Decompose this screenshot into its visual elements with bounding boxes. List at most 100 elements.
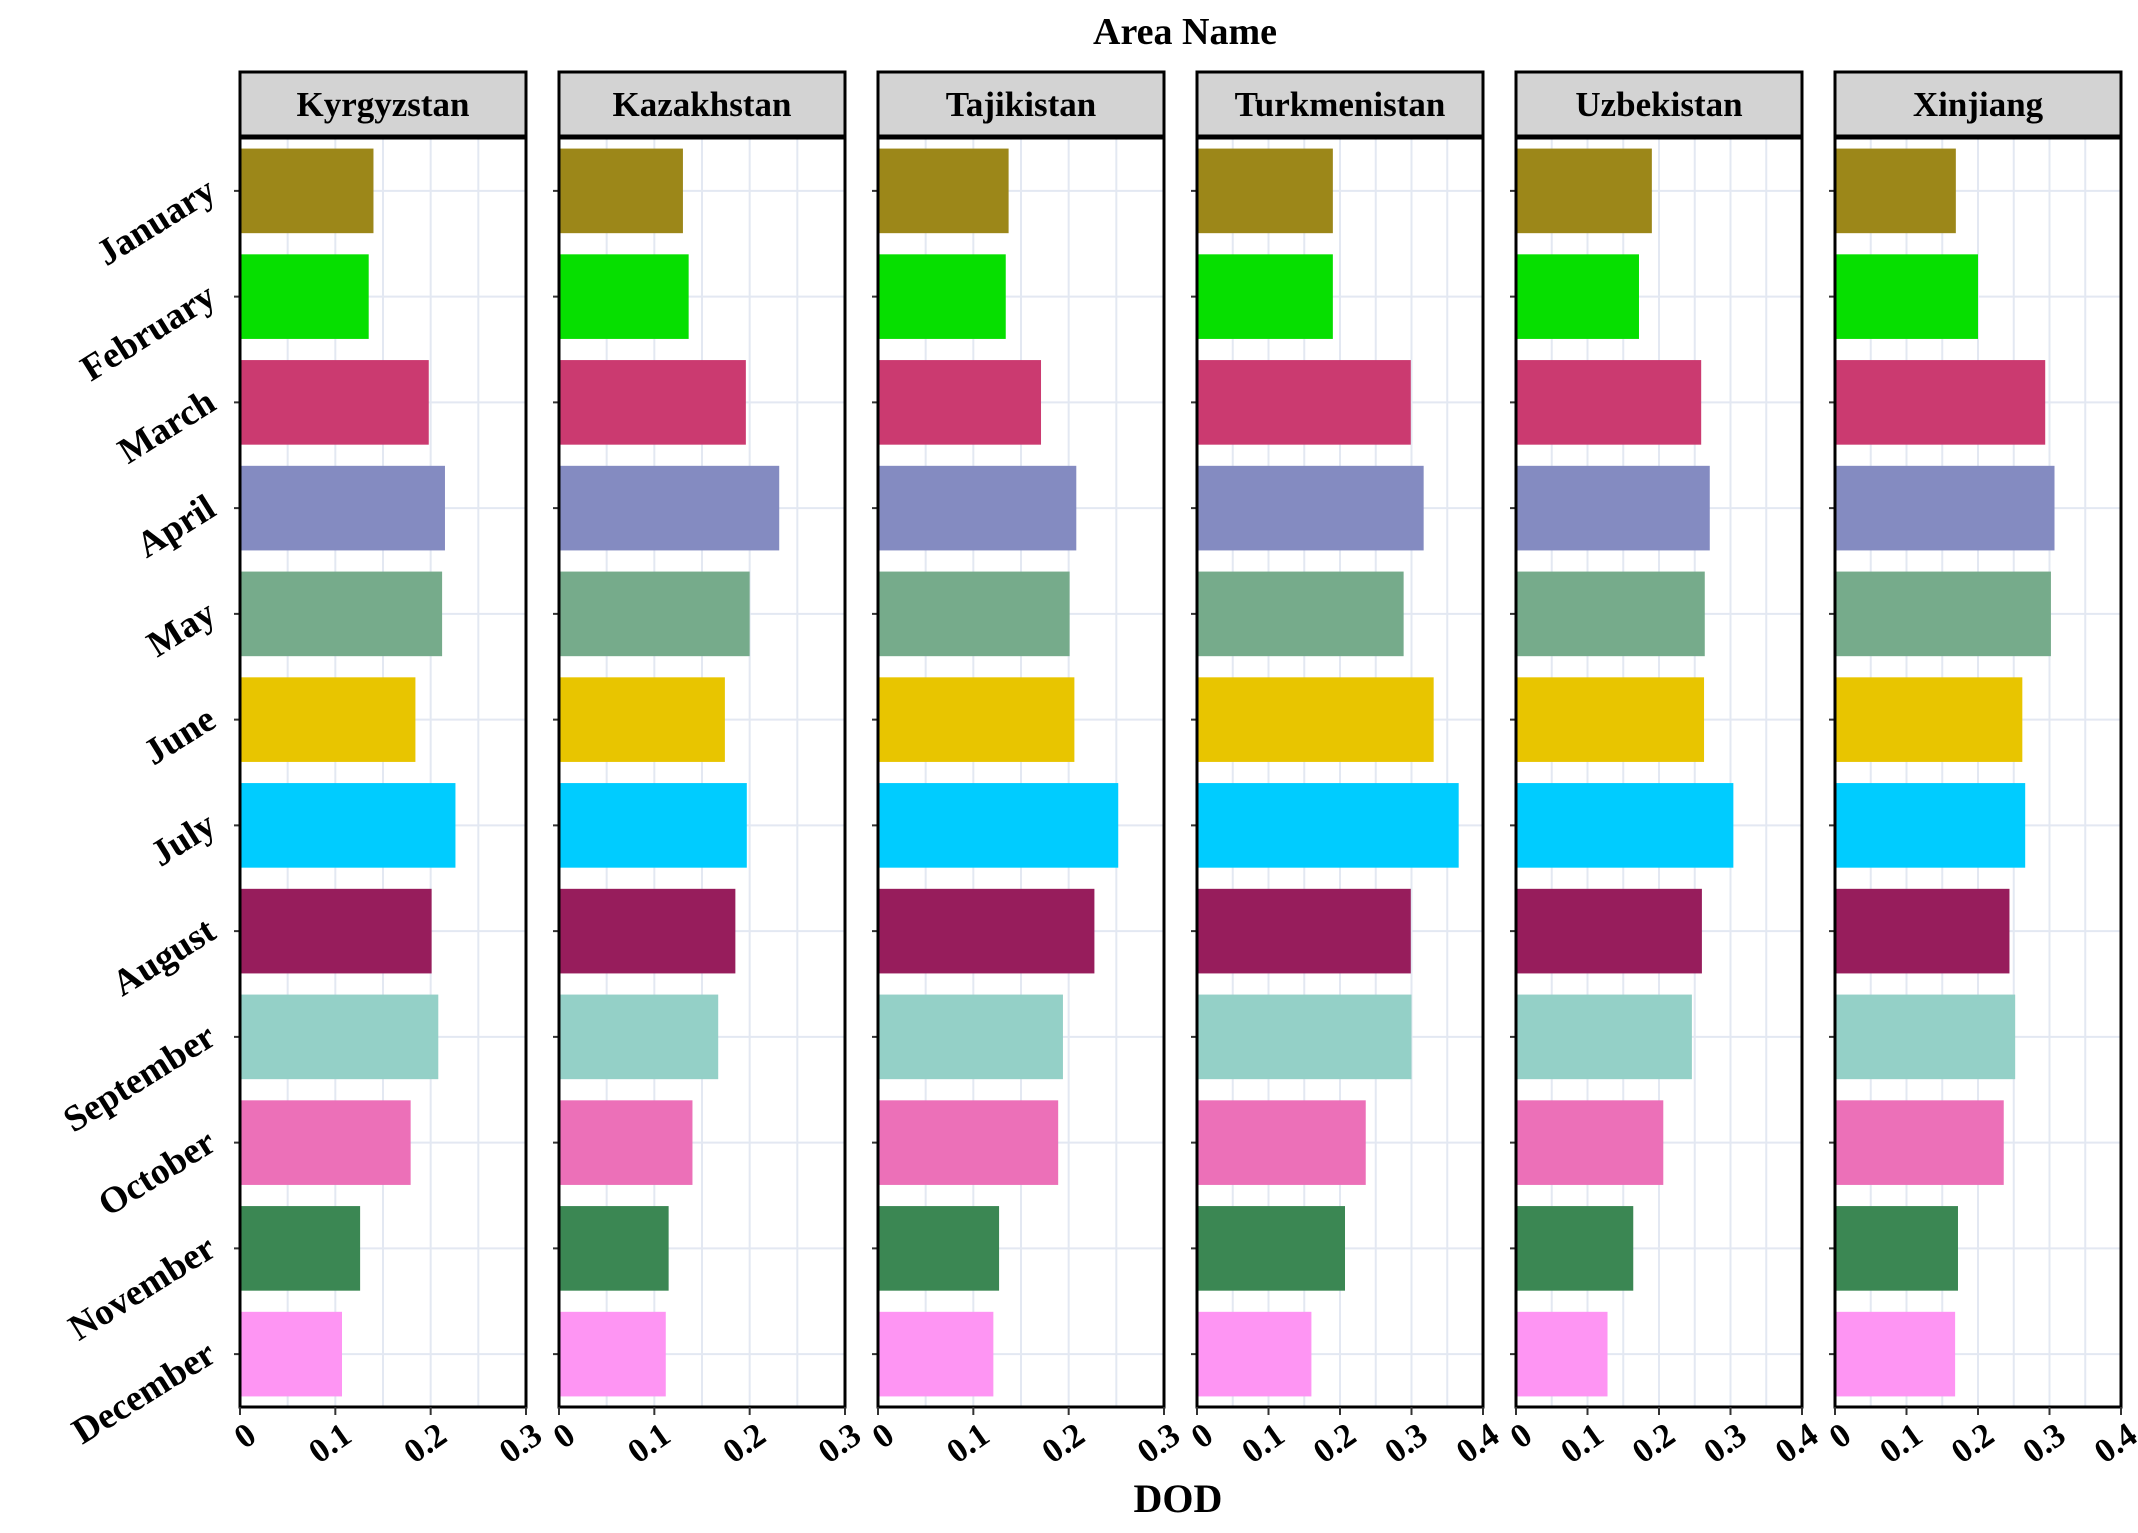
bar-tajikistan-october: Tajikistan October: 0.189	[879, 1100, 1059, 1185]
panel-frame	[238, 136, 528, 1409]
bar-kyrgyzstan-september: Kyrgyzstan September: 0.208	[241, 994, 439, 1080]
bar-tajikistan-june: Tajikistan June: 0.206	[879, 677, 1075, 762]
bar-turkmenistan-june: Turkmenistan June: 0.331	[1198, 677, 1434, 762]
bar-turkmenistan-april: Turkmenistan April: 0.317	[1198, 465, 1424, 551]
x-tick-label: 0	[1823, 1416, 1858, 1456]
bar-kyrgyzstan-october: Kyrgyzstan October: 0.179	[241, 1100, 411, 1185]
x-tick-label: 0.3	[1131, 1416, 1187, 1471]
month-label-march: March	[111, 381, 223, 472]
bar-uzbekistan-august: Uzbekistan August: 0.26	[1517, 888, 1702, 974]
x-tick-label: 0.4	[1450, 1416, 1506, 1471]
x-tick-label: 0	[547, 1416, 582, 1456]
bar-uzbekistan-november: Uzbekistan November: 0.164	[1517, 1206, 1634, 1291]
bar-xinjiang-february: Xinjiang February: 0.2	[1836, 254, 1978, 339]
x-tick-label: 0.3	[1378, 1416, 1434, 1471]
bar-turkmenistan-august: Turkmenistan August: 0.299	[1198, 888, 1411, 974]
bar-kazakhstan-august: Kazakhstan August: 0.185	[560, 888, 736, 974]
bar-turkmenistan-february: Turkmenistan February: 0.19	[1198, 254, 1333, 339]
strip-kazakhstan	[557, 70, 847, 138]
strip-xinjiang	[1833, 70, 2123, 138]
month-label-june: June	[137, 698, 223, 773]
bar-tajikistan-september: Tajikistan September: 0.194	[879, 994, 1063, 1080]
chart-title: Area Name	[1093, 11, 1277, 53]
bar-kazakhstan-september: Kazakhstan September: 0.167	[560, 994, 719, 1080]
bar-xinjiang-april: Xinjiang April: 0.307	[1836, 465, 2055, 551]
bar-uzbekistan-march: Uzbekistan March: 0.259	[1517, 360, 1702, 445]
x-tick-label: 0	[1504, 1416, 1539, 1456]
bar-kyrgyzstan-march: Kyrgyzstan March: 0.198	[241, 360, 429, 445]
bar-turkmenistan-september: Turkmenistan September: 0.3	[1198, 994, 1412, 1080]
bar-uzbekistan-july: Uzbekistan July: 0.304	[1517, 783, 1734, 868]
month-label-may: May	[140, 592, 223, 665]
bar-xinjiang-october: Xinjiang October: 0.236	[1836, 1100, 2004, 1185]
bar-kyrgyzstan-june: Kyrgyzstan June: 0.184	[241, 677, 416, 762]
bar-kazakhstan-march: Kazakhstan March: 0.196	[560, 360, 746, 445]
strip-kyrgyzstan	[238, 70, 528, 138]
bar-xinjiang-september: Xinjiang September: 0.252	[1836, 994, 2016, 1080]
bar-uzbekistan-october: Uzbekistan October: 0.206	[1517, 1100, 1664, 1185]
x-tick-label: 0.1	[302, 1416, 358, 1471]
bar-tajikistan-april: Tajikistan April: 0.208	[879, 465, 1077, 551]
strip-label-uzbekistan: Uzbekistan	[1575, 85, 1742, 124]
bar-kyrgyzstan-april: Kyrgyzstan April: 0.215	[241, 465, 445, 551]
strip-uzbekistan	[1514, 70, 1804, 138]
x-tick-label: 0.2	[717, 1416, 773, 1471]
month-label-august: August	[105, 910, 223, 1005]
panel-turkmenistan: Turkmenistan January: 0.19 Turkmenistan F…	[1185, 70, 1506, 1471]
x-tick-label: 0.1	[1554, 1416, 1610, 1471]
x-tick-label: 0.4	[2088, 1416, 2138, 1471]
strip-label-tajikistan: Tajikistan	[946, 85, 1096, 124]
bar-kyrgyzstan-august: Kyrgyzstan August: 0.201	[241, 888, 432, 974]
bar-turkmenistan-march: Turkmenistan March: 0.299	[1198, 360, 1411, 445]
strip-label-xinjiang: Xinjiang	[1913, 85, 2044, 124]
month-label-december: December	[65, 1333, 223, 1453]
x-tick-label: 0.2	[1036, 1416, 1092, 1471]
month-label-february: February	[74, 275, 223, 390]
bar-uzbekistan-april: Uzbekistan April: 0.271	[1517, 465, 1710, 551]
bar-kazakhstan-october: Kazakhstan October: 0.14	[560, 1100, 693, 1185]
bar-xinjiang-march: Xinjiang March: 0.294	[1836, 360, 2046, 445]
bar-turkmenistan-december: Turkmenistan December: 0.16	[1198, 1311, 1312, 1397]
bar-xinjiang-august: Xinjiang August: 0.244	[1836, 888, 2010, 974]
panel-kyrgyzstan: Kyrgyzstan January: 0.14 Kyrgyzstan Febru…	[228, 70, 549, 1471]
x-tick-label: 0.2	[1945, 1416, 2001, 1471]
bar-kazakhstan-may: Kazakhstan May: 0.2	[560, 571, 750, 657]
bar-uzbekistan-january: Uzbekistan January: 0.19	[1517, 148, 1652, 234]
x-tick-label: 0	[228, 1416, 263, 1456]
bar-uzbekistan-june: Uzbekistan June: 0.263	[1517, 677, 1705, 762]
bar-kazakhstan-april: Kazakhstan April: 0.231	[560, 465, 780, 551]
month-label-july: July	[143, 804, 223, 875]
x-tick-label: 0.3	[2016, 1416, 2072, 1471]
x-tick-label: 0.4	[1769, 1416, 1825, 1471]
bar-kyrgyzstan-may: Kyrgyzstan May: 0.212	[241, 571, 443, 657]
bar-kazakhstan-november: Kazakhstan November: 0.115	[560, 1206, 669, 1291]
bar-kyrgyzstan-november: Kyrgyzstan November: 0.126	[241, 1206, 361, 1291]
bar-kyrgyzstan-february: Kyrgyzstan February: 0.135	[241, 254, 369, 339]
bar-uzbekistan-december: Uzbekistan December: 0.128	[1517, 1311, 1608, 1397]
month-label-october: October	[91, 1121, 223, 1224]
strip-label-turkmenistan: Turkmenistan	[1235, 85, 1446, 124]
bar-kyrgyzstan-january: Kyrgyzstan January: 0.14	[241, 148, 374, 234]
bar-uzbekistan-may: Uzbekistan May: 0.264	[1517, 571, 1705, 657]
x-tick-label: 0.3	[493, 1416, 549, 1471]
strip-label-kazakhstan: Kazakhstan	[613, 85, 792, 124]
panel-xinjiang: Xinjiang January: 0.169 Xinjiang February…	[1823, 70, 2138, 1471]
x-tick-label: 0.3	[1697, 1416, 1753, 1471]
bar-xinjiang-may: Xinjiang May: 0.302	[1836, 571, 2051, 657]
x-tick-label: 0.2	[1307, 1416, 1363, 1471]
x-tick-label: 0	[1185, 1416, 1220, 1456]
month-label-january: January	[89, 169, 223, 274]
bar-tajikistan-february: Tajikistan February: 0.134	[879, 254, 1006, 339]
panel-frame	[557, 136, 847, 1409]
bar-xinjiang-january: Xinjiang January: 0.169	[1836, 148, 1956, 234]
x-tick-label: 0.1	[1235, 1416, 1291, 1471]
x-tick-label: 0.2	[398, 1416, 454, 1471]
x-axis-label: DOD	[1134, 1476, 1223, 1521]
bar-turkmenistan-november: Turkmenistan November: 0.207	[1198, 1206, 1346, 1291]
bar-xinjiang-july: Xinjiang July: 0.266	[1836, 783, 2026, 868]
bar-uzbekistan-september: Uzbekistan September: 0.246	[1517, 994, 1692, 1080]
bar-turkmenistan-october: Turkmenistan October: 0.236	[1198, 1100, 1366, 1185]
